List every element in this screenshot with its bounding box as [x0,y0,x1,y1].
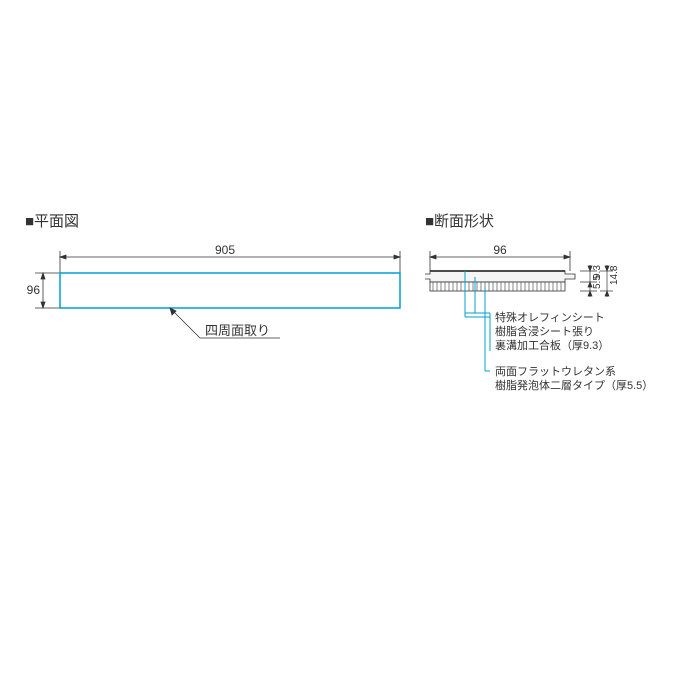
plan-title: ■平面図 [25,210,425,231]
callout-4: 両面フラットウレタン系 [495,365,616,378]
section-profile [425,271,575,291]
plan-chamfer-label: 四周面取り [205,323,270,338]
section-width-dim: 96 [493,243,507,257]
plan-view-diagram: 905 96 四周面取り [25,243,425,383]
plan-width-dim: 905 [215,243,235,257]
section-view-diagram: 96 [425,243,675,443]
plan-outline [60,273,400,308]
section-dim-total: 14.8 [609,265,620,285]
plan-height-dim: 96 [27,283,41,297]
callout-5: 樹脂発泡体二層タイプ（厚5.5） [495,378,653,392]
section-title: ■断面形状 [425,210,494,231]
callout-1: 特殊オレフィンシート [495,310,605,324]
callout-2: 樹脂含浸シート張り [495,324,594,338]
callout-3: 裏溝加工合板（厚9.3） [495,338,609,352]
section-dim-bot: 5.5 [592,275,603,289]
